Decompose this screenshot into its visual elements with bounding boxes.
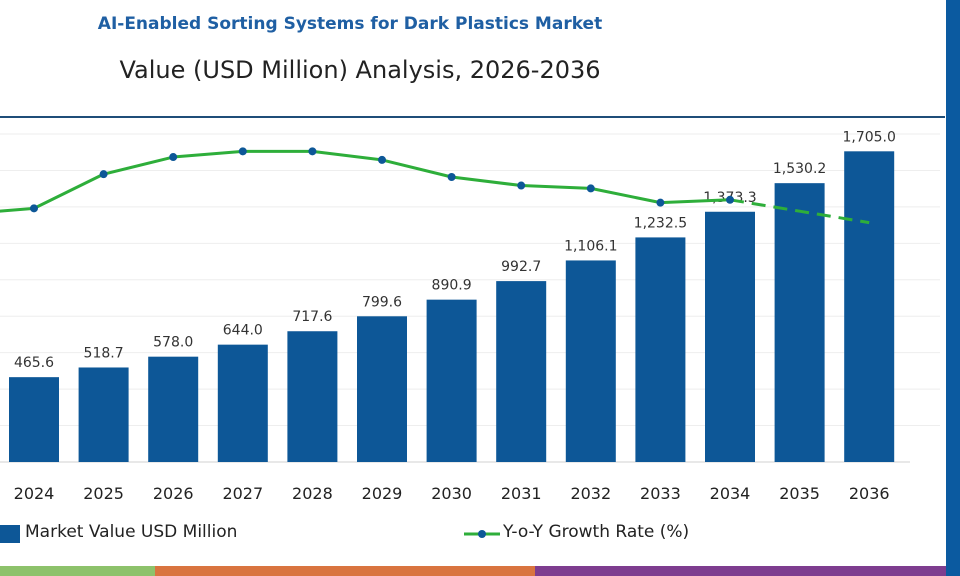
bar	[844, 151, 895, 463]
bar	[426, 299, 477, 462]
bar-data-label: 1,705.0	[842, 129, 895, 145]
side-accent-bar	[946, 0, 960, 576]
chart-title: AI-Enabled Sorting Systems for Dark Plas…	[97, 14, 603, 34]
footer-strip-green	[0, 566, 155, 576]
x-tick-label: 2029	[362, 484, 403, 503]
growth-marker	[447, 173, 456, 181]
x-tick-label: 2027	[222, 484, 263, 503]
growth-marker	[517, 181, 526, 190]
legend-line-label: Y-o-Y Growth Rate (%)	[503, 522, 690, 542]
legend-bar-swatch	[0, 525, 20, 543]
bar	[9, 377, 59, 462]
bar-data-label: 1,530.2	[773, 161, 826, 177]
growth-marker	[656, 198, 665, 207]
bar-data-label: 578.0	[153, 335, 193, 351]
bar-data-label: 799.6	[362, 294, 402, 310]
growth-line	[0, 149, 731, 213]
bar	[774, 183, 825, 462]
growth-marker	[586, 184, 595, 193]
bar-data-label: 890.9	[432, 278, 472, 294]
bar	[705, 211, 755, 462]
bar-data-label: 1,106.1	[564, 238, 617, 254]
bar-data-label: 518.7	[84, 345, 124, 361]
bar	[78, 367, 129, 462]
growth-marker	[238, 147, 247, 156]
x-tick-label: 2025	[83, 484, 124, 503]
x-tick-label: 2030	[431, 484, 472, 503]
footer-strip-orange	[155, 566, 535, 576]
growth-marker	[169, 153, 178, 162]
bar	[148, 356, 199, 462]
bar	[635, 237, 686, 462]
bar	[357, 316, 407, 462]
bar	[496, 281, 547, 462]
bar-data-label: 1,232.5	[634, 215, 687, 231]
x-tick-label: 2031	[501, 484, 542, 503]
bar-data-label: 717.6	[292, 309, 332, 325]
growth-line-projected	[729, 198, 870, 225]
x-tick-label: 2034	[710, 484, 751, 503]
footer-strip-purple	[535, 566, 946, 576]
growth-marker	[30, 204, 38, 213]
legend-line-icon	[464, 530, 500, 538]
x-tick-label: 2024	[14, 484, 55, 503]
growth-marker	[726, 195, 734, 204]
x-tick-label: 2035	[779, 484, 820, 503]
bar	[217, 344, 268, 462]
x-tick-label: 2036	[849, 484, 890, 503]
growth-marker	[308, 147, 317, 156]
x-tick-label: 2028	[292, 484, 333, 503]
bar-data-label: 644.0	[223, 323, 263, 339]
x-tick-label: 2033	[640, 484, 681, 503]
growth-marker	[378, 155, 386, 164]
chart-plot: 465.6 2024 518.7 2025 578.0 2026 644.0 2027 717.…	[0, 129, 940, 503]
bar	[565, 260, 616, 462]
bar-data-label: 465.6	[14, 355, 54, 371]
title-divider	[0, 116, 945, 118]
x-tick-label: 2026	[153, 484, 194, 503]
legend-bar-label: Market Value USD Million	[25, 522, 238, 542]
x-tick-label: 2032	[570, 484, 611, 503]
growth-marker	[99, 170, 108, 179]
bar-data-label: 992.7	[501, 259, 541, 275]
chart-subtitle: Value (USD Million) Analysis, 2026-2036	[119, 56, 601, 84]
bar	[287, 331, 338, 462]
